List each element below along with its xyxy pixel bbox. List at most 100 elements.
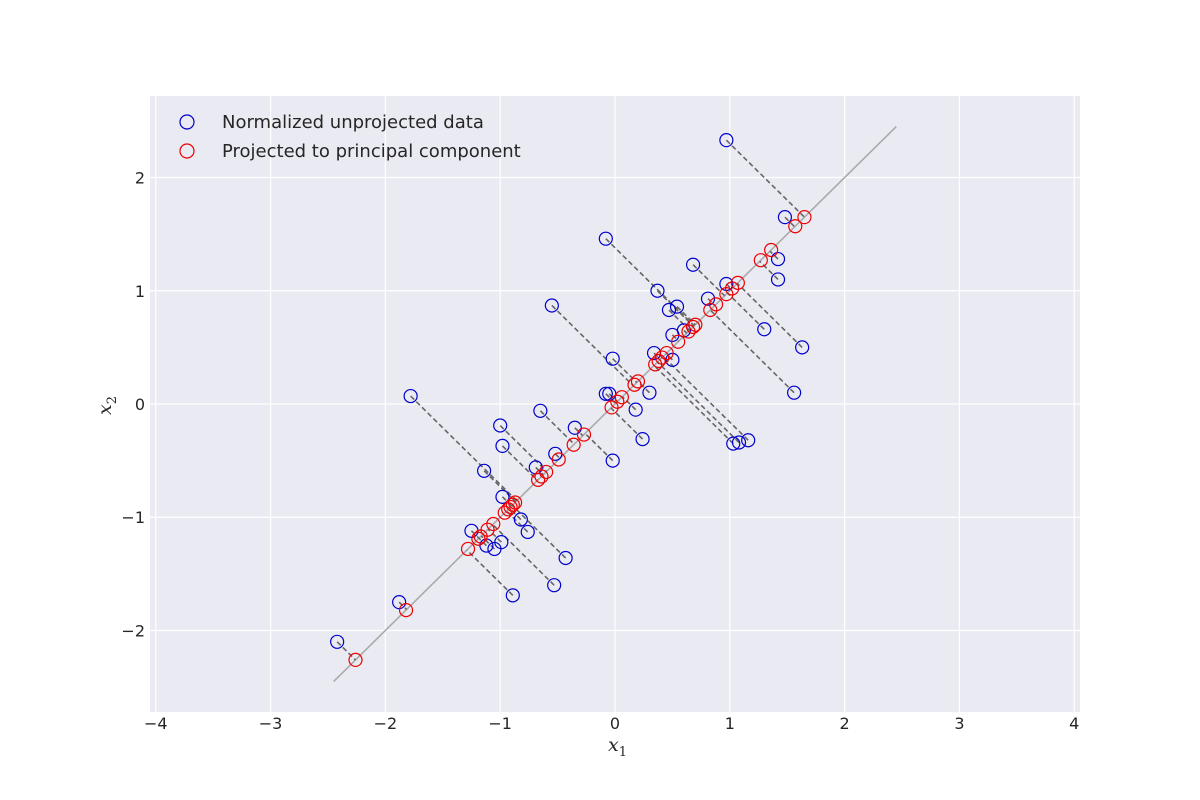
unprojected-point xyxy=(558,550,573,566)
projection-connector xyxy=(535,466,544,476)
unprojected-point xyxy=(544,298,559,313)
unprojected-point xyxy=(795,340,810,355)
unprojected-point xyxy=(495,489,510,504)
unprojected-point xyxy=(787,385,802,400)
unprojected-point xyxy=(477,463,492,478)
projected-point xyxy=(764,242,779,258)
y-tick-label: 0 xyxy=(135,395,145,414)
y-axis-label-main: x xyxy=(94,404,116,415)
legend-marker-unprojected xyxy=(179,114,195,130)
unprojected-point xyxy=(757,322,772,337)
projected-point xyxy=(788,219,803,234)
projection-connector xyxy=(692,264,726,297)
projected-point xyxy=(651,353,666,369)
projection-connector xyxy=(487,528,502,543)
unprojected-point xyxy=(598,231,613,246)
projection-connector xyxy=(554,453,561,459)
projection-connector xyxy=(478,537,487,547)
projected-point xyxy=(659,345,674,361)
projection-connector xyxy=(605,238,695,327)
unprojected-point xyxy=(731,435,747,450)
projection-connector xyxy=(637,380,651,394)
projection-connector xyxy=(483,470,517,503)
principal-axis xyxy=(333,126,897,682)
y-tick-labels: −2 −1 0 1 2 xyxy=(121,169,145,641)
projection-connector xyxy=(501,445,539,482)
unprojected-point xyxy=(777,210,793,225)
unprojected-point xyxy=(487,541,502,557)
projected-point xyxy=(719,287,734,302)
projected-point xyxy=(627,377,642,392)
projected-point xyxy=(503,499,518,515)
projection-connector xyxy=(505,510,529,533)
projected-point xyxy=(753,253,768,268)
projection-connector xyxy=(470,530,480,539)
legend-label-unprojected: Normalized unprojected data xyxy=(222,112,484,133)
projection-connector xyxy=(725,139,806,218)
projected-point xyxy=(471,531,486,546)
unprojected-point xyxy=(605,351,620,366)
projected-point xyxy=(671,334,686,349)
projection-connector xyxy=(676,306,696,326)
projected-point xyxy=(614,390,629,405)
projection-connector xyxy=(492,524,555,586)
projection-connector xyxy=(551,304,634,387)
y-tick-label: 2 xyxy=(135,169,145,188)
projected-point xyxy=(551,452,566,467)
unprojected-point xyxy=(719,133,734,148)
projected-point xyxy=(534,469,549,484)
x-tick-label: −3 xyxy=(259,714,283,733)
x-axis-label: x1 xyxy=(608,734,627,760)
projection-connector xyxy=(574,427,584,437)
x-tick-label: −1 xyxy=(488,714,512,733)
projected-point xyxy=(473,529,488,544)
projected-point xyxy=(604,400,619,415)
y-tick-label: 1 xyxy=(135,282,145,301)
projection-connector xyxy=(656,361,740,444)
projected-point xyxy=(630,374,646,389)
projected-point xyxy=(797,210,812,225)
projection-connector xyxy=(784,216,796,228)
unprojected-point xyxy=(505,588,520,603)
x-axis-label-main: x xyxy=(608,734,619,756)
y-tick-label: −2 xyxy=(121,621,145,640)
unprojected-point xyxy=(628,402,643,417)
unprojected-point xyxy=(770,272,786,287)
x-tick-label: −2 xyxy=(374,714,398,733)
unprojected-point xyxy=(661,302,677,318)
projected-point xyxy=(497,505,512,520)
projection-connector xyxy=(508,507,522,521)
unprojected-point xyxy=(330,634,345,649)
unprojected-point xyxy=(605,453,620,468)
x-tick-label: 2 xyxy=(840,714,850,733)
unprojected-point xyxy=(513,512,528,527)
y-axis-label: x2 xyxy=(94,396,120,415)
projection-connector xyxy=(621,396,637,411)
projection-connector xyxy=(769,250,779,260)
projected-point xyxy=(530,472,546,487)
projected-point xyxy=(708,297,724,312)
unprojected-point xyxy=(533,403,548,418)
x-tick-label: 1 xyxy=(725,714,735,733)
legend-label-projected: Projected to principal component xyxy=(222,141,521,162)
x-tick-label: −4 xyxy=(144,714,168,733)
projection-connector xyxy=(653,364,734,445)
projected-point xyxy=(566,437,581,452)
projection-connector xyxy=(466,549,514,596)
projection-connector xyxy=(410,395,518,502)
unprojected-point xyxy=(726,436,741,451)
y-axis-label-sub: 2 xyxy=(105,396,120,404)
unprojected-point xyxy=(520,524,535,540)
projection-connector xyxy=(709,309,795,394)
legend: Normalized unprojected data Projected to… xyxy=(179,112,521,162)
unprojected-point xyxy=(700,291,716,306)
projected-point xyxy=(610,394,625,409)
x-tick-labels: −4 −3 −2 −1 0 1 2 3 4 xyxy=(144,714,1079,733)
projection-connector xyxy=(511,504,567,559)
unprojected-point xyxy=(567,420,582,435)
projected-point xyxy=(685,319,701,335)
unprojected-point xyxy=(685,257,701,272)
projection-connector xyxy=(683,329,688,334)
y-tick-label: −1 xyxy=(121,508,145,527)
